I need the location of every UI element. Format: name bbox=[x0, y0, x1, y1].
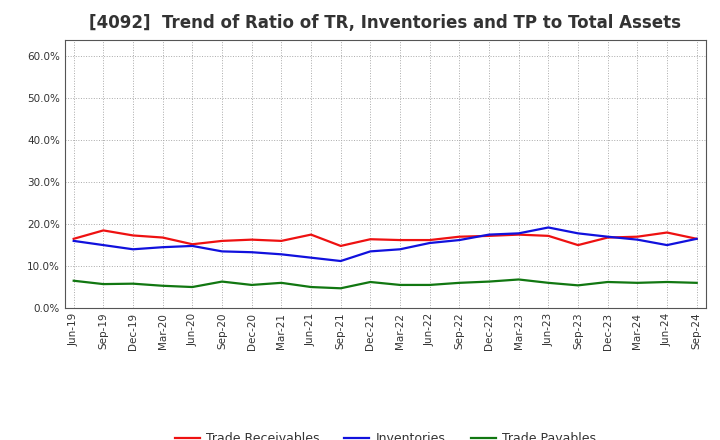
Trade Receivables bbox=[574, 242, 582, 248]
Trade Payables bbox=[188, 284, 197, 290]
Trade Receivables bbox=[662, 230, 671, 235]
Trade Receivables bbox=[307, 232, 315, 237]
Trade Receivables bbox=[603, 235, 612, 240]
Trade Payables bbox=[69, 278, 78, 283]
Trade Receivables bbox=[514, 232, 523, 237]
Trade Payables bbox=[307, 284, 315, 290]
Inventories bbox=[158, 245, 167, 250]
Trade Payables bbox=[336, 286, 345, 291]
Inventories bbox=[693, 236, 701, 242]
Trade Payables bbox=[129, 281, 138, 286]
Trade Receivables bbox=[544, 233, 553, 238]
Trade Payables bbox=[633, 280, 642, 286]
Inventories bbox=[574, 231, 582, 236]
Inventories bbox=[396, 247, 405, 252]
Legend: Trade Receivables, Inventories, Trade Payables: Trade Receivables, Inventories, Trade Pa… bbox=[170, 427, 600, 440]
Trade Payables bbox=[455, 280, 464, 286]
Line: Inventories: Inventories bbox=[73, 227, 697, 261]
Trade Payables bbox=[99, 282, 108, 287]
Trade Receivables bbox=[158, 235, 167, 240]
Trade Receivables bbox=[99, 228, 108, 233]
Trade Receivables bbox=[217, 238, 226, 244]
Trade Payables bbox=[662, 279, 671, 285]
Inventories bbox=[366, 249, 374, 254]
Trade Receivables bbox=[69, 236, 78, 242]
Inventories bbox=[248, 249, 256, 255]
Inventories bbox=[514, 231, 523, 236]
Trade Receivables bbox=[248, 237, 256, 242]
Inventories bbox=[603, 234, 612, 239]
Inventories bbox=[336, 258, 345, 264]
Inventories bbox=[426, 240, 434, 246]
Trade Receivables bbox=[336, 243, 345, 249]
Trade Payables bbox=[248, 282, 256, 288]
Line: Trade Payables: Trade Payables bbox=[73, 279, 697, 288]
Inventories bbox=[99, 242, 108, 248]
Inventories bbox=[633, 237, 642, 242]
Trade Receivables bbox=[485, 233, 493, 238]
Inventories bbox=[455, 238, 464, 243]
Trade Receivables bbox=[426, 238, 434, 243]
Trade Payables bbox=[396, 282, 405, 288]
Trade Payables bbox=[485, 279, 493, 284]
Line: Trade Receivables: Trade Receivables bbox=[73, 231, 697, 246]
Inventories bbox=[662, 242, 671, 248]
Inventories bbox=[69, 238, 78, 244]
Trade Payables bbox=[277, 280, 286, 286]
Trade Receivables bbox=[633, 234, 642, 239]
Inventories bbox=[277, 252, 286, 257]
Trade Payables bbox=[693, 280, 701, 286]
Trade Receivables bbox=[366, 237, 374, 242]
Trade Receivables bbox=[129, 233, 138, 238]
Trade Receivables bbox=[693, 236, 701, 242]
Inventories bbox=[188, 243, 197, 249]
Trade Payables bbox=[544, 280, 553, 286]
Inventories bbox=[485, 232, 493, 237]
Trade Receivables bbox=[396, 238, 405, 243]
Inventories bbox=[307, 255, 315, 260]
Trade Payables bbox=[366, 279, 374, 285]
Trade Payables bbox=[426, 282, 434, 288]
Title: [4092]  Trend of Ratio of TR, Inventories and TP to Total Assets: [4092] Trend of Ratio of TR, Inventories… bbox=[89, 15, 681, 33]
Inventories bbox=[129, 247, 138, 252]
Trade Payables bbox=[217, 279, 226, 284]
Trade Receivables bbox=[188, 242, 197, 247]
Inventories bbox=[217, 249, 226, 254]
Trade Receivables bbox=[455, 234, 464, 239]
Trade Payables bbox=[574, 283, 582, 288]
Trade Receivables bbox=[277, 238, 286, 244]
Inventories bbox=[544, 225, 553, 230]
Trade Payables bbox=[158, 283, 167, 288]
Trade Payables bbox=[514, 277, 523, 282]
Trade Payables bbox=[603, 279, 612, 285]
